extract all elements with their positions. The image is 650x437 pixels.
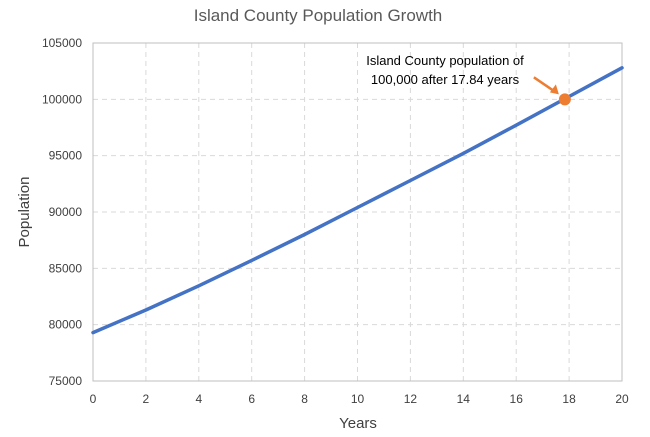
plot-area-border bbox=[92, 42, 623, 382]
y-tick-label: 90000 bbox=[49, 205, 83, 219]
x-tick-label: 8 bbox=[301, 392, 308, 406]
x-tick-label: 18 bbox=[562, 392, 576, 406]
x-tick-label: 0 bbox=[90, 392, 97, 406]
x-tick-label: 14 bbox=[457, 392, 471, 406]
series-line bbox=[91, 66, 624, 335]
x-tick-label: 10 bbox=[351, 392, 365, 406]
x-tick-label: 2 bbox=[143, 392, 150, 406]
y-tick-label: 100000 bbox=[42, 92, 82, 106]
series-layer bbox=[91, 66, 624, 335]
y-tick-label: 85000 bbox=[49, 261, 83, 275]
x-axis: 0 2 4 6 8 10 12 14 16 18 20 bbox=[90, 392, 629, 406]
x-tick-label: 4 bbox=[195, 392, 202, 406]
highlight-point bbox=[558, 93, 571, 106]
x-tick-label: 12 bbox=[404, 392, 418, 406]
y-tick-label: 95000 bbox=[49, 149, 83, 163]
annotation: Island County population of 100,000 afte… bbox=[366, 53, 571, 106]
y-axis-title: Population bbox=[16, 177, 33, 248]
grid bbox=[92, 42, 623, 382]
annotation-arrow-head bbox=[549, 84, 559, 95]
plot-frame bbox=[92, 42, 623, 382]
y-tick-label: 105000 bbox=[42, 36, 82, 50]
x-tick-label: 16 bbox=[510, 392, 524, 406]
chart-title: Island County Population Growth bbox=[194, 6, 443, 25]
x-tick-label: 20 bbox=[615, 392, 629, 406]
y-tick-label: 80000 bbox=[49, 318, 83, 332]
y-tick-label: 75000 bbox=[49, 374, 83, 388]
annotation-line-1: Island County population of bbox=[366, 53, 524, 68]
x-tick-label: 6 bbox=[248, 392, 255, 406]
y-axis: 75000 80000 85000 90000 95000 100000 105000 bbox=[42, 36, 82, 388]
annotation-line-2: 100,000 after 17.84 years bbox=[371, 72, 520, 87]
x-axis-title: Years bbox=[339, 415, 377, 432]
